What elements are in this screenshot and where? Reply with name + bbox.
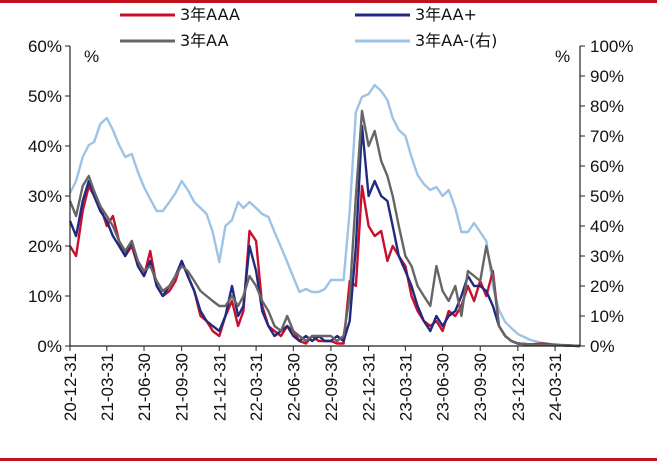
right-tick-label: 100% xyxy=(590,37,633,56)
right-tick-label: 50% xyxy=(590,187,624,206)
right-tick-label: 10% xyxy=(590,307,624,326)
x-tick-label: 23-09-30 xyxy=(471,353,490,421)
series-line-3 xyxy=(68,83,581,348)
x-tick-label: 22-06-30 xyxy=(284,353,303,421)
left-tick-label: 30% xyxy=(28,187,62,206)
x-axis: 20-12-31 21-03-31 21-06-30 21-09-30 21-12-31… xyxy=(61,346,565,421)
right-tick-label: 70% xyxy=(590,127,624,146)
legend-label: 3年AA xyxy=(180,31,229,50)
left-tick-label: 10% xyxy=(28,287,62,306)
left-tick-label: 20% xyxy=(28,237,62,256)
left-tick-label: 60% xyxy=(28,37,62,56)
right-tick-label: 40% xyxy=(590,217,624,236)
left-tick-label: 40% xyxy=(28,137,62,156)
axes xyxy=(69,46,581,347)
series-group xyxy=(68,83,581,348)
legend-label: 3年AAA xyxy=(180,5,240,24)
left-y-axis: 0% 10% 20% 30% 40% 50% 60% xyxy=(28,37,70,356)
x-tick-label: 20-12-31 xyxy=(61,353,80,421)
right-tick-label: 0% xyxy=(590,337,615,356)
x-tick-label: 23-12-31 xyxy=(509,353,528,421)
x-tick-label: 21-12-31 xyxy=(210,353,229,421)
series-line-1 xyxy=(68,124,581,348)
x-tick-label: 21-03-31 xyxy=(98,353,117,421)
right-axis-unit: % xyxy=(555,47,570,66)
right-y-axis: 0% 10% 20% 30% 40% 50% 60% 70% 80% 90% 100% xyxy=(580,37,633,356)
x-tick-label: 22-09-30 xyxy=(322,353,341,421)
left-axis-unit: % xyxy=(84,47,99,66)
right-tick-label: 60% xyxy=(590,157,624,176)
legend-label: 3年AA+ xyxy=(415,5,477,24)
right-tick-label: 30% xyxy=(590,247,624,266)
right-tick-label: 20% xyxy=(590,277,624,296)
right-tick-label: 90% xyxy=(590,67,624,86)
x-tick-label: 22-12-31 xyxy=(360,353,379,421)
left-tick-label: 0% xyxy=(37,337,62,356)
x-tick-label: 21-09-30 xyxy=(173,353,192,421)
series-line-0 xyxy=(68,184,581,348)
x-tick-label: 23-06-30 xyxy=(434,353,453,421)
legend-label: 3年AA-(右) xyxy=(415,31,497,50)
right-tick-label: 80% xyxy=(590,97,624,116)
left-tick-label: 50% xyxy=(28,87,62,106)
x-tick-label: 24-03-31 xyxy=(546,353,565,421)
series-line-2 xyxy=(68,109,581,348)
x-tick-label: 21-06-30 xyxy=(135,353,154,421)
legend: 3年AAA 3年AA+ 3年AA 3年AA-(右) xyxy=(120,5,497,50)
x-tick-label: 22-03-31 xyxy=(247,353,266,421)
x-tick-label: 23-03-31 xyxy=(396,353,415,421)
